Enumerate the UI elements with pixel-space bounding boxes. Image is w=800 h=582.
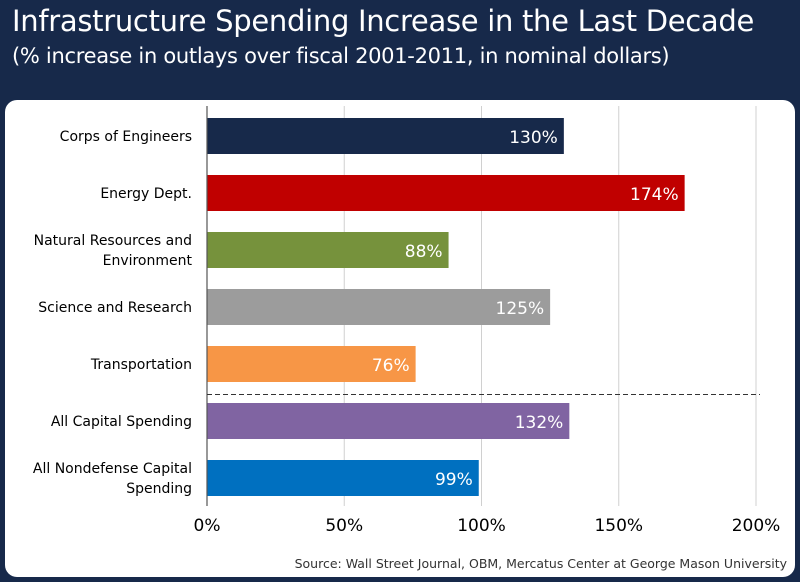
data-label-5: 132%: [515, 413, 564, 433]
x-tick-label-50: 50%: [325, 516, 363, 536]
bar-0: [207, 118, 564, 154]
bar-1: [207, 175, 685, 211]
data-label-3: 125%: [496, 299, 545, 319]
bar-chart: 130% Corps of Engineers 174% Energy Dept. 88…: [33, 106, 781, 536]
data-label-0: 130%: [509, 128, 558, 148]
chart-subtitle: (% increase in outlays over fiscal 2001-…: [12, 44, 670, 68]
category-label-0: Corps of Engineers: [60, 129, 192, 145]
chart-panel: 130% Corps of Engineers 174% Energy Dept. 88…: [5, 100, 795, 577]
x-tick-label-0: 0%: [194, 516, 221, 536]
source-note: Source: Wall Street Journal, OBM, Mercat…: [294, 556, 787, 571]
category-label-4: Transportation: [90, 357, 192, 373]
data-label-6: 99%: [435, 470, 473, 490]
chart-title: Infrastructure Spending Increase in the …: [12, 4, 755, 38]
category-label-6-line-0: All Nondefense Capital: [33, 461, 192, 477]
bar-3: [207, 289, 551, 325]
x-tick-label-100: 100%: [457, 516, 506, 536]
bar-6: [207, 460, 479, 496]
bar-4: [207, 346, 416, 382]
category-label-2-line-1: Environment: [103, 253, 193, 269]
category-label-1: Energy Dept.: [100, 186, 192, 202]
data-label-1: 174%: [630, 185, 679, 205]
category-label-3: Science and Research: [38, 300, 192, 316]
data-label-4: 76%: [372, 356, 410, 376]
data-label-2: 88%: [405, 242, 443, 262]
category-label-6-line-1: Spending: [126, 481, 192, 497]
x-tick-label-200: 200%: [732, 516, 781, 536]
category-label-5: All Capital Spending: [51, 414, 192, 430]
category-label-2-line-0: Natural Resources and: [34, 233, 192, 249]
bar-5: [207, 403, 570, 439]
x-tick-label-150: 150%: [594, 516, 643, 536]
bar-2: [207, 232, 449, 268]
